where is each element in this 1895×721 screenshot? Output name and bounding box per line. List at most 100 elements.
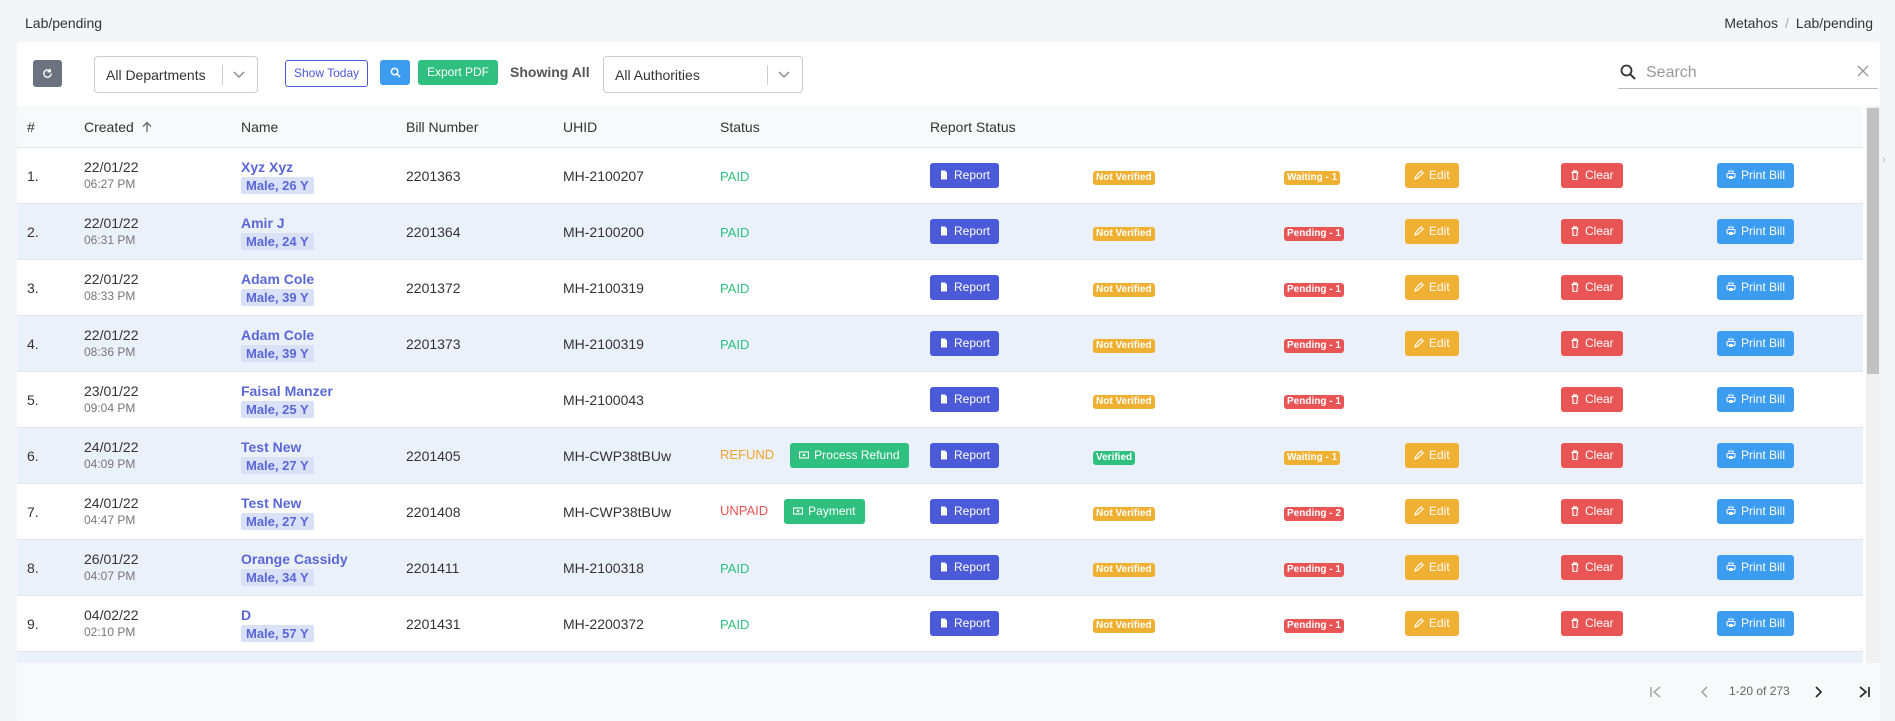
print-label: Print Bill: [1741, 504, 1786, 518]
edit-button[interactable]: Edit: [1405, 331, 1459, 356]
patient-name-link[interactable]: Orange Cassidy: [241, 550, 348, 567]
last-page-icon[interactable]: [1855, 683, 1873, 701]
payment-status: PAID: [720, 336, 750, 352]
vertical-scrollbar[interactable]: [1866, 106, 1880, 663]
created-time: 09:04 PM: [84, 400, 136, 415]
report-button[interactable]: Report: [930, 443, 1000, 468]
verification-badge: Not Verified: [1093, 506, 1155, 521]
report-button[interactable]: Report: [930, 387, 1000, 412]
patient-name-link[interactable]: Test New: [241, 494, 302, 511]
report-button[interactable]: Report: [930, 555, 1000, 580]
clear-button[interactable]: Clear: [1561, 443, 1623, 468]
patient-name-link[interactable]: Amir J: [241, 214, 285, 231]
queue-badge: Waiting - 1: [1284, 170, 1341, 185]
created-time: 06:27 PM: [84, 176, 136, 191]
uhid: MH-2100207: [563, 167, 644, 184]
clear-button[interactable]: Clear: [1561, 499, 1623, 524]
close-icon[interactable]: [1856, 64, 1870, 78]
bill-number: 2201405: [406, 447, 461, 464]
clear-button[interactable]: Clear: [1561, 555, 1623, 580]
created-date: 26/01/22: [84, 550, 139, 567]
refresh-button[interactable]: [33, 60, 62, 87]
report-button[interactable]: Report: [930, 219, 1000, 244]
clear-button[interactable]: Clear: [1561, 275, 1623, 300]
print-bill-button[interactable]: Print Bill: [1717, 611, 1795, 636]
edit-button[interactable]: Edit: [1405, 163, 1459, 188]
column-header-uhid: UHID: [563, 118, 598, 135]
print-bill-button[interactable]: Print Bill: [1717, 219, 1795, 244]
uhid: MH-2100319: [563, 279, 644, 296]
clear-button[interactable]: Clear: [1561, 163, 1623, 188]
breadcrumb-root[interactable]: Metahos: [1724, 15, 1779, 31]
print-label: Print Bill: [1741, 336, 1786, 350]
edit-button[interactable]: Edit: [1405, 275, 1459, 300]
printer-icon: [1726, 562, 1736, 571]
department-select[interactable]: All Departments: [94, 56, 258, 93]
process-refund-button[interactable]: Process Refund: [790, 443, 909, 468]
search-input[interactable]: [1644, 60, 1848, 86]
showing-label: Showing All: [510, 64, 590, 80]
payment-button[interactable]: Payment: [784, 499, 865, 524]
table-row: 6. 24/01/22 04:09 PM Test New Male, 27 Y 2201…: [17, 427, 1863, 484]
pencil-icon: [1414, 226, 1424, 236]
edit-button[interactable]: Edit: [1405, 499, 1459, 524]
pencil-icon: [1414, 562, 1424, 572]
edit-button[interactable]: Edit: [1405, 443, 1459, 468]
created-time: 08:33 PM: [84, 288, 136, 303]
clear-button[interactable]: Clear: [1561, 219, 1623, 244]
created-time: 02:10 PM: [84, 624, 136, 639]
print-bill-button[interactable]: Print Bill: [1717, 331, 1795, 356]
print-bill-button[interactable]: Print Bill: [1717, 275, 1795, 300]
file-icon: [941, 394, 947, 404]
report-button[interactable]: Report: [930, 611, 1000, 636]
report-button[interactable]: Report: [930, 499, 1000, 524]
report-button[interactable]: Report: [930, 331, 1000, 356]
bill-number: 2201408: [406, 503, 461, 520]
table-row: 8. 26/01/22 04:07 PM Orange Cassidy Male, 34…: [17, 539, 1863, 596]
show-today-button[interactable]: Show Today: [285, 60, 369, 87]
edit-button[interactable]: Edit: [1405, 555, 1459, 580]
search-icon: [390, 67, 401, 78]
report-label: Report: [954, 448, 991, 462]
patient-name-link[interactable]: Faisal Manzer: [241, 382, 333, 399]
payment-status: PAID: [720, 224, 750, 240]
table-row: 9. 04/02/22 02:10 PM D Male, 57 Y 2201431 MH-2…: [17, 595, 1863, 652]
verification-badge: Not Verified: [1093, 338, 1155, 353]
export-pdf-button[interactable]: Export PDF: [418, 60, 499, 85]
clear-label: Clear: [1585, 168, 1614, 182]
report-label: Report: [954, 560, 991, 574]
patient-name-link[interactable]: Xyz Xyz: [241, 158, 294, 175]
report-label: Report: [954, 224, 991, 238]
payment-status: PAID: [720, 280, 750, 296]
clear-button[interactable]: Clear: [1561, 331, 1623, 356]
print-label: Print Bill: [1741, 224, 1786, 238]
patient-name-link[interactable]: Adam Cole: [241, 326, 315, 343]
chevron-left-icon[interactable]: [1696, 683, 1714, 701]
print-bill-button[interactable]: Print Bill: [1717, 555, 1795, 580]
print-bill-button[interactable]: Print Bill: [1717, 387, 1795, 412]
chevron-right-icon[interactable]: [1809, 683, 1827, 701]
print-bill-button[interactable]: Print Bill: [1717, 163, 1795, 188]
print-bill-button[interactable]: Print Bill: [1717, 443, 1795, 468]
edit-button[interactable]: Edit: [1405, 611, 1459, 636]
print-bill-button[interactable]: Print Bill: [1717, 499, 1795, 524]
report-button[interactable]: Report: [930, 275, 1000, 300]
file-icon: [941, 170, 947, 180]
column-header-created[interactable]: Created: [74, 119, 231, 135]
printer-icon: [1726, 282, 1736, 291]
search-button[interactable]: [380, 60, 410, 85]
patient-gender-age: Male, 27 Y: [241, 512, 314, 530]
edit-button[interactable]: Edit: [1405, 219, 1459, 244]
chevron-right-icon[interactable]: ›: [1882, 152, 1886, 166]
patient-name-link[interactable]: D: [241, 606, 252, 623]
clear-button[interactable]: Clear: [1561, 611, 1623, 636]
clear-button[interactable]: Clear: [1561, 387, 1623, 412]
column-header-name: Name: [241, 118, 279, 135]
patient-name-link[interactable]: Adam Cole: [241, 270, 315, 287]
authority-select[interactable]: All Authorities: [603, 56, 803, 93]
first-page-icon[interactable]: [1647, 683, 1665, 701]
scrollbar-thumb[interactable]: [1867, 108, 1879, 374]
report-button[interactable]: Report: [930, 163, 1000, 188]
uhid: MH-2100200: [563, 223, 644, 240]
patient-name-link[interactable]: Test New: [241, 438, 302, 455]
